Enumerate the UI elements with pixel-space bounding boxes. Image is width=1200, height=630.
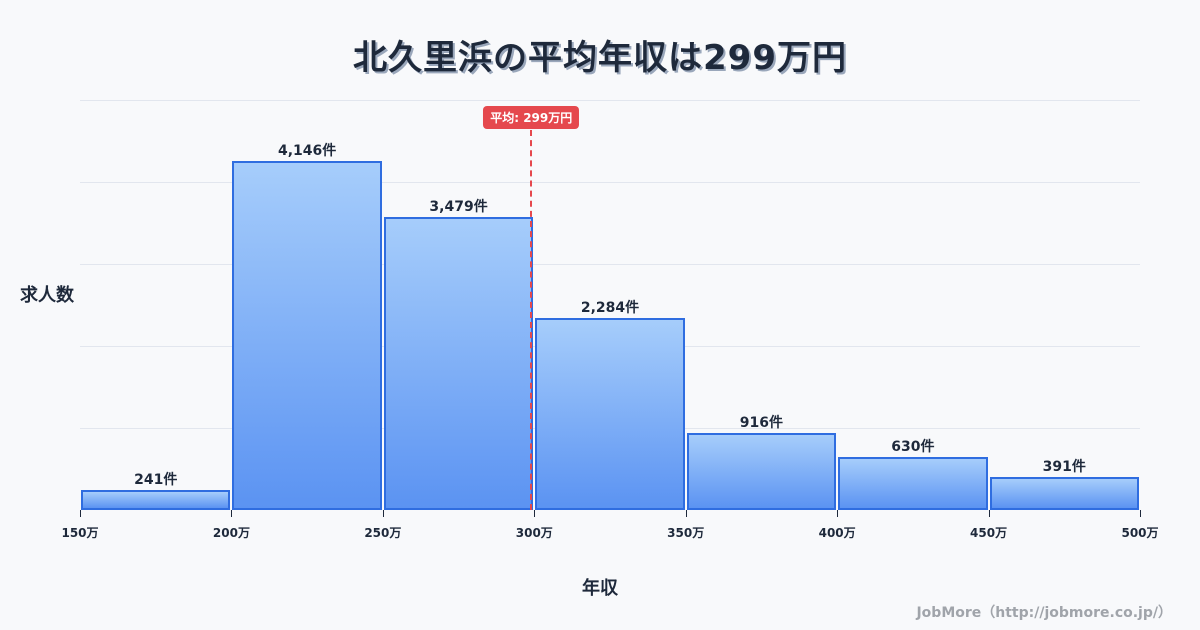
bar-value-label: 241件	[134, 471, 178, 488]
histogram-bar	[232, 161, 382, 510]
histogram-bar	[989, 477, 1139, 510]
x-tick	[837, 510, 839, 517]
gridline	[80, 100, 1140, 101]
bar-value-label: 4,146件	[277, 143, 337, 160]
chart-title: 北久里浜の平均年収は299万円	[353, 38, 847, 78]
x-tick-label: 400万	[818, 526, 856, 540]
x-tick-label: 300万	[515, 526, 553, 540]
x-tick	[988, 510, 990, 517]
bar-value-label: 630件	[891, 439, 935, 455]
bar-value-label: 3,479件	[429, 199, 488, 216]
mean-line	[530, 130, 533, 510]
x-tick	[1140, 510, 1141, 517]
histogram-bar	[686, 432, 837, 510]
x-axis-label: 年収	[582, 578, 618, 599]
histogram-bar	[383, 217, 534, 510]
bar-value-label: 916件	[739, 414, 784, 431]
x-tick-label: 450万	[970, 526, 1008, 540]
x-tick	[231, 510, 233, 517]
x-tick-label: 350万	[667, 526, 705, 540]
x-tick-label: 500万	[1121, 526, 1159, 540]
bar-value-label: 2,284件	[580, 299, 640, 316]
x-tick-label: 200万	[212, 526, 250, 540]
gridline	[80, 182, 1140, 183]
histogram-bar	[535, 317, 685, 510]
y-axis-label: 求人数	[20, 285, 74, 306]
x-tick	[534, 510, 536, 517]
x-tick-label: 250万	[364, 526, 402, 540]
credit-text: JobMore（http://jobmore.co.jp/）	[916, 605, 1172, 621]
plot-area: 241件 4,146件 3,479件 2,284件 916件 630件 391件 平均: 29…	[61, 100, 1159, 540]
histogram-bar	[838, 457, 988, 510]
x-tick-label: 150万	[61, 526, 99, 540]
mean-badge: 平均: 299万円	[483, 106, 580, 129]
x-tick	[685, 510, 687, 517]
histogram-bar	[81, 489, 231, 510]
bar-value-label: 391件	[1042, 459, 1086, 476]
x-tick	[382, 510, 384, 517]
gridline	[80, 264, 1140, 265]
x-tick	[80, 510, 81, 517]
